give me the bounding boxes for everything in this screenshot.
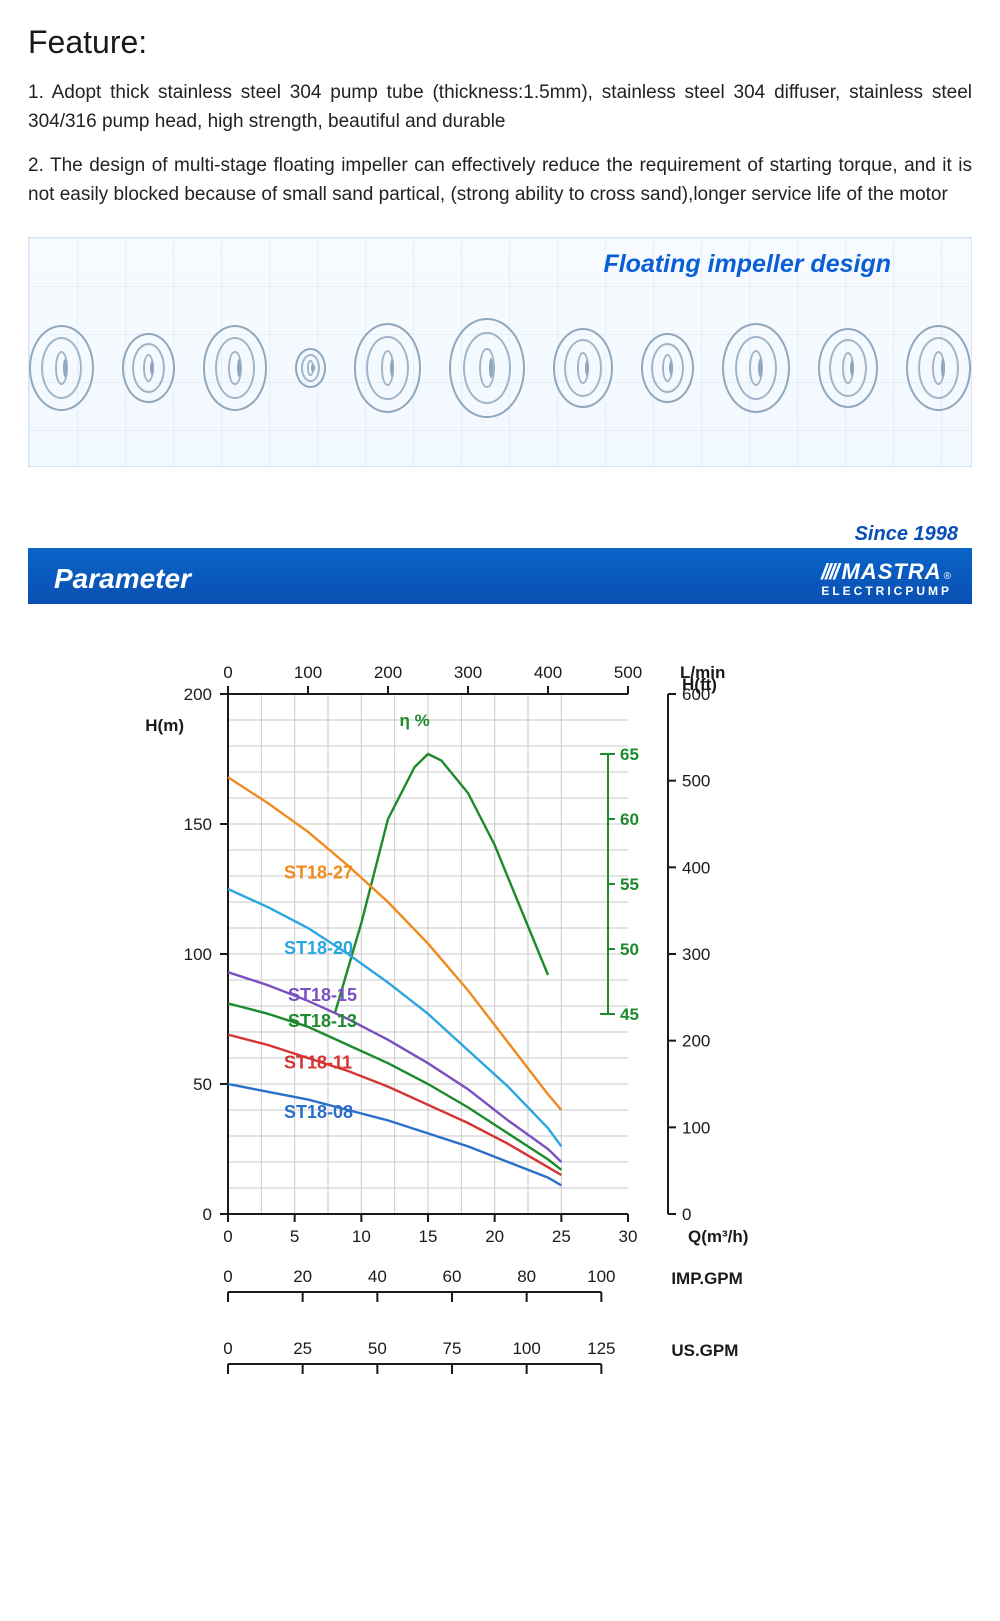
svg-text:50: 50: [193, 1075, 212, 1094]
svg-text:400: 400: [682, 858, 710, 877]
svg-text:η %: η %: [400, 711, 430, 730]
svg-text:ST18-13: ST18-13: [288, 1011, 357, 1031]
svg-text:0: 0: [223, 1267, 232, 1286]
svg-text:30: 30: [619, 1227, 638, 1246]
svg-text:15: 15: [419, 1227, 438, 1246]
svg-text:60: 60: [620, 810, 639, 829]
brand-block: ////MASTRA® ELECTRICPUMP: [821, 561, 952, 597]
svg-text:300: 300: [454, 663, 482, 682]
brand-logo: ////MASTRA®: [821, 561, 952, 583]
svg-text:200: 200: [374, 663, 402, 682]
feature-paragraph-2: 2. The design of multi-stage floating im…: [28, 152, 972, 209]
svg-text:US.GPM: US.GPM: [671, 1341, 738, 1360]
svg-text:400: 400: [534, 663, 562, 682]
svg-text:Q(m³/h): Q(m³/h): [688, 1227, 748, 1246]
svg-text:500: 500: [682, 772, 710, 791]
svg-text:50: 50: [620, 940, 639, 959]
svg-text:H(m): H(m): [145, 716, 184, 735]
svg-text:100: 100: [294, 663, 322, 682]
svg-text:5: 5: [290, 1227, 299, 1246]
svg-text:45: 45: [620, 1005, 639, 1024]
impeller-diagram: Floating impeller design: [28, 237, 972, 467]
pump-performance-chart: 0100200300400500L/min050100150200H(m)010…: [28, 644, 968, 1514]
feature-paragraph-1: 1. Adopt thick stainless steel 304 pump …: [28, 79, 972, 136]
svg-text:100: 100: [587, 1267, 615, 1286]
svg-text:50: 50: [368, 1339, 387, 1358]
svg-text:65: 65: [620, 745, 639, 764]
svg-text:80: 80: [517, 1267, 536, 1286]
svg-text:500: 500: [614, 663, 642, 682]
feature-heading: Feature:: [28, 24, 972, 61]
parameter-banner: Parameter ////MASTRA® ELECTRICPUMP: [28, 548, 972, 604]
svg-text:100: 100: [184, 945, 212, 964]
svg-text:125: 125: [587, 1339, 615, 1358]
svg-text:IMP.GPM: IMP.GPM: [671, 1269, 742, 1288]
impeller-label: Floating impeller design: [603, 250, 891, 279]
svg-text:200: 200: [184, 685, 212, 704]
svg-text:ST18-27: ST18-27: [284, 863, 353, 883]
svg-text:75: 75: [443, 1339, 462, 1358]
svg-text:55: 55: [620, 875, 639, 894]
svg-text:10: 10: [352, 1227, 371, 1246]
svg-text:ST18-20: ST18-20: [284, 938, 353, 958]
chart-svg: 0100200300400500L/min050100150200H(m)010…: [28, 644, 968, 1514]
svg-text:0: 0: [223, 663, 232, 682]
svg-text:0: 0: [682, 1205, 691, 1224]
svg-text:200: 200: [682, 1032, 710, 1051]
svg-text:0: 0: [223, 1227, 232, 1246]
svg-text:40: 40: [368, 1267, 387, 1286]
svg-text:0: 0: [203, 1205, 212, 1224]
svg-text:0: 0: [223, 1339, 232, 1358]
svg-text:ST18-08: ST18-08: [284, 1102, 353, 1122]
svg-text:20: 20: [485, 1227, 504, 1246]
svg-text:25: 25: [293, 1339, 312, 1358]
svg-text:20: 20: [293, 1267, 312, 1286]
svg-text:ST18-11: ST18-11: [284, 1052, 352, 1072]
svg-text:25: 25: [552, 1227, 571, 1246]
since-label: Since 1998: [28, 523, 972, 546]
svg-text:300: 300: [682, 945, 710, 964]
brand-subtitle: ELECTRICPUMP: [821, 585, 952, 597]
svg-text:60: 60: [443, 1267, 462, 1286]
svg-text:150: 150: [184, 815, 212, 834]
svg-text:100: 100: [682, 1118, 710, 1137]
svg-text:H(ft): H(ft): [682, 675, 717, 694]
banner-title: Parameter: [54, 563, 191, 595]
svg-text:ST18-15: ST18-15: [288, 985, 357, 1005]
svg-text:100: 100: [512, 1339, 540, 1358]
